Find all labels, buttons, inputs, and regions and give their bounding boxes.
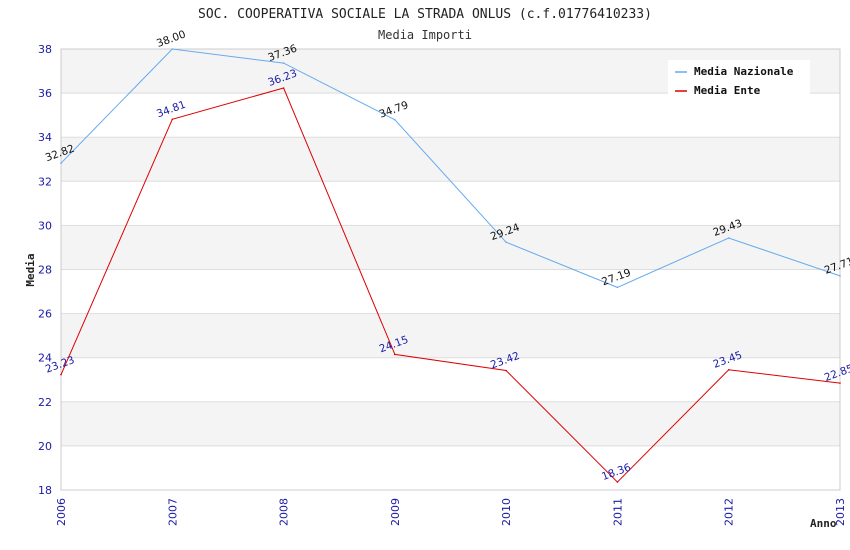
y-tick-label: 28 bbox=[38, 264, 52, 277]
band-30-32 bbox=[61, 181, 840, 226]
legend-label-media-nazionale: Media Nazionale bbox=[694, 65, 794, 78]
y-tick-label: 36 bbox=[38, 87, 52, 100]
series-line-media-ente bbox=[60, 87, 841, 483]
y-tick-label: 38 bbox=[38, 43, 52, 56]
x-tick-label: 2008 bbox=[278, 498, 291, 526]
y-tick-label: 18 bbox=[38, 484, 52, 497]
band-20-22 bbox=[61, 401, 840, 446]
band-26-28 bbox=[61, 269, 840, 314]
y-tick-label: 34 bbox=[38, 131, 52, 144]
band-24-26 bbox=[61, 313, 840, 358]
data-point-media-nazionale bbox=[505, 241, 507, 243]
data-point-media-nazionale bbox=[60, 162, 62, 165]
y-tick-label: 30 bbox=[38, 219, 52, 232]
x-tick-label: 2006 bbox=[55, 498, 68, 526]
y-axis-ticks: 18 20 22 24 26 28 30 32 34 36 38 bbox=[38, 43, 52, 497]
series-line-media-nazionale bbox=[60, 48, 841, 288]
data-point-media-nazionale bbox=[394, 118, 396, 121]
x-axis-ticks: 2006 2007 2008 2009 2010 2011 2012 2013 bbox=[55, 498, 847, 526]
x-tick-label: 2010 bbox=[500, 498, 513, 526]
band-34-36 bbox=[61, 93, 840, 138]
data-point-media-nazionale bbox=[616, 286, 619, 289]
data-point-media-nazionale bbox=[727, 237, 730, 239]
y-tick-label: 26 bbox=[38, 308, 52, 321]
series-lines bbox=[60, 48, 841, 483]
data-point-media-nazionale bbox=[171, 48, 174, 50]
data-point-media-ente bbox=[505, 369, 507, 372]
x-tick-label: 2007 bbox=[166, 498, 179, 526]
data-point-media-ente bbox=[282, 87, 285, 89]
data-label-media-nazionale: 38.00 bbox=[155, 28, 187, 50]
x-tick-label: 2011 bbox=[611, 498, 624, 526]
band-18-20 bbox=[61, 445, 840, 490]
y-tick-label: 22 bbox=[38, 396, 52, 409]
data-point-media-ente bbox=[839, 382, 841, 384]
band-28-30 bbox=[61, 225, 840, 270]
y-tick-label: 32 bbox=[38, 175, 52, 188]
data-point-media-ente bbox=[171, 118, 174, 121]
x-tick-label: 2012 bbox=[723, 498, 736, 526]
legend: Media Nazionale Media Ente bbox=[668, 60, 810, 100]
chart-title: SOC. COOPERATIVA SOCIALE LA STRADA ONLUS… bbox=[198, 7, 652, 22]
data-point-media-ente bbox=[394, 353, 396, 356]
x-tick-label: 2009 bbox=[389, 498, 402, 526]
data-point-media-ente bbox=[616, 481, 619, 483]
plot-frame bbox=[60, 48, 841, 491]
legend-box bbox=[668, 60, 810, 100]
data-point-media-ente bbox=[60, 373, 62, 376]
y-axis-label: Media bbox=[24, 253, 37, 286]
band-22-24 bbox=[61, 357, 840, 402]
legend-label-media-ente: Media Ente bbox=[694, 84, 761, 97]
data-point-media-nazionale bbox=[282, 62, 285, 64]
y-tick-label: 24 bbox=[38, 352, 52, 365]
data-point-media-nazionale bbox=[839, 275, 841, 277]
y-tick-label: 20 bbox=[38, 440, 52, 453]
x-tick-label: 2013 bbox=[834, 498, 847, 526]
chart-subtitle: Media Importi bbox=[378, 28, 472, 42]
plot-background-bands bbox=[61, 49, 840, 490]
x-axis-label: Anno bbox=[810, 517, 837, 530]
data-point-media-ente bbox=[727, 369, 730, 371]
band-32-34 bbox=[61, 137, 840, 182]
